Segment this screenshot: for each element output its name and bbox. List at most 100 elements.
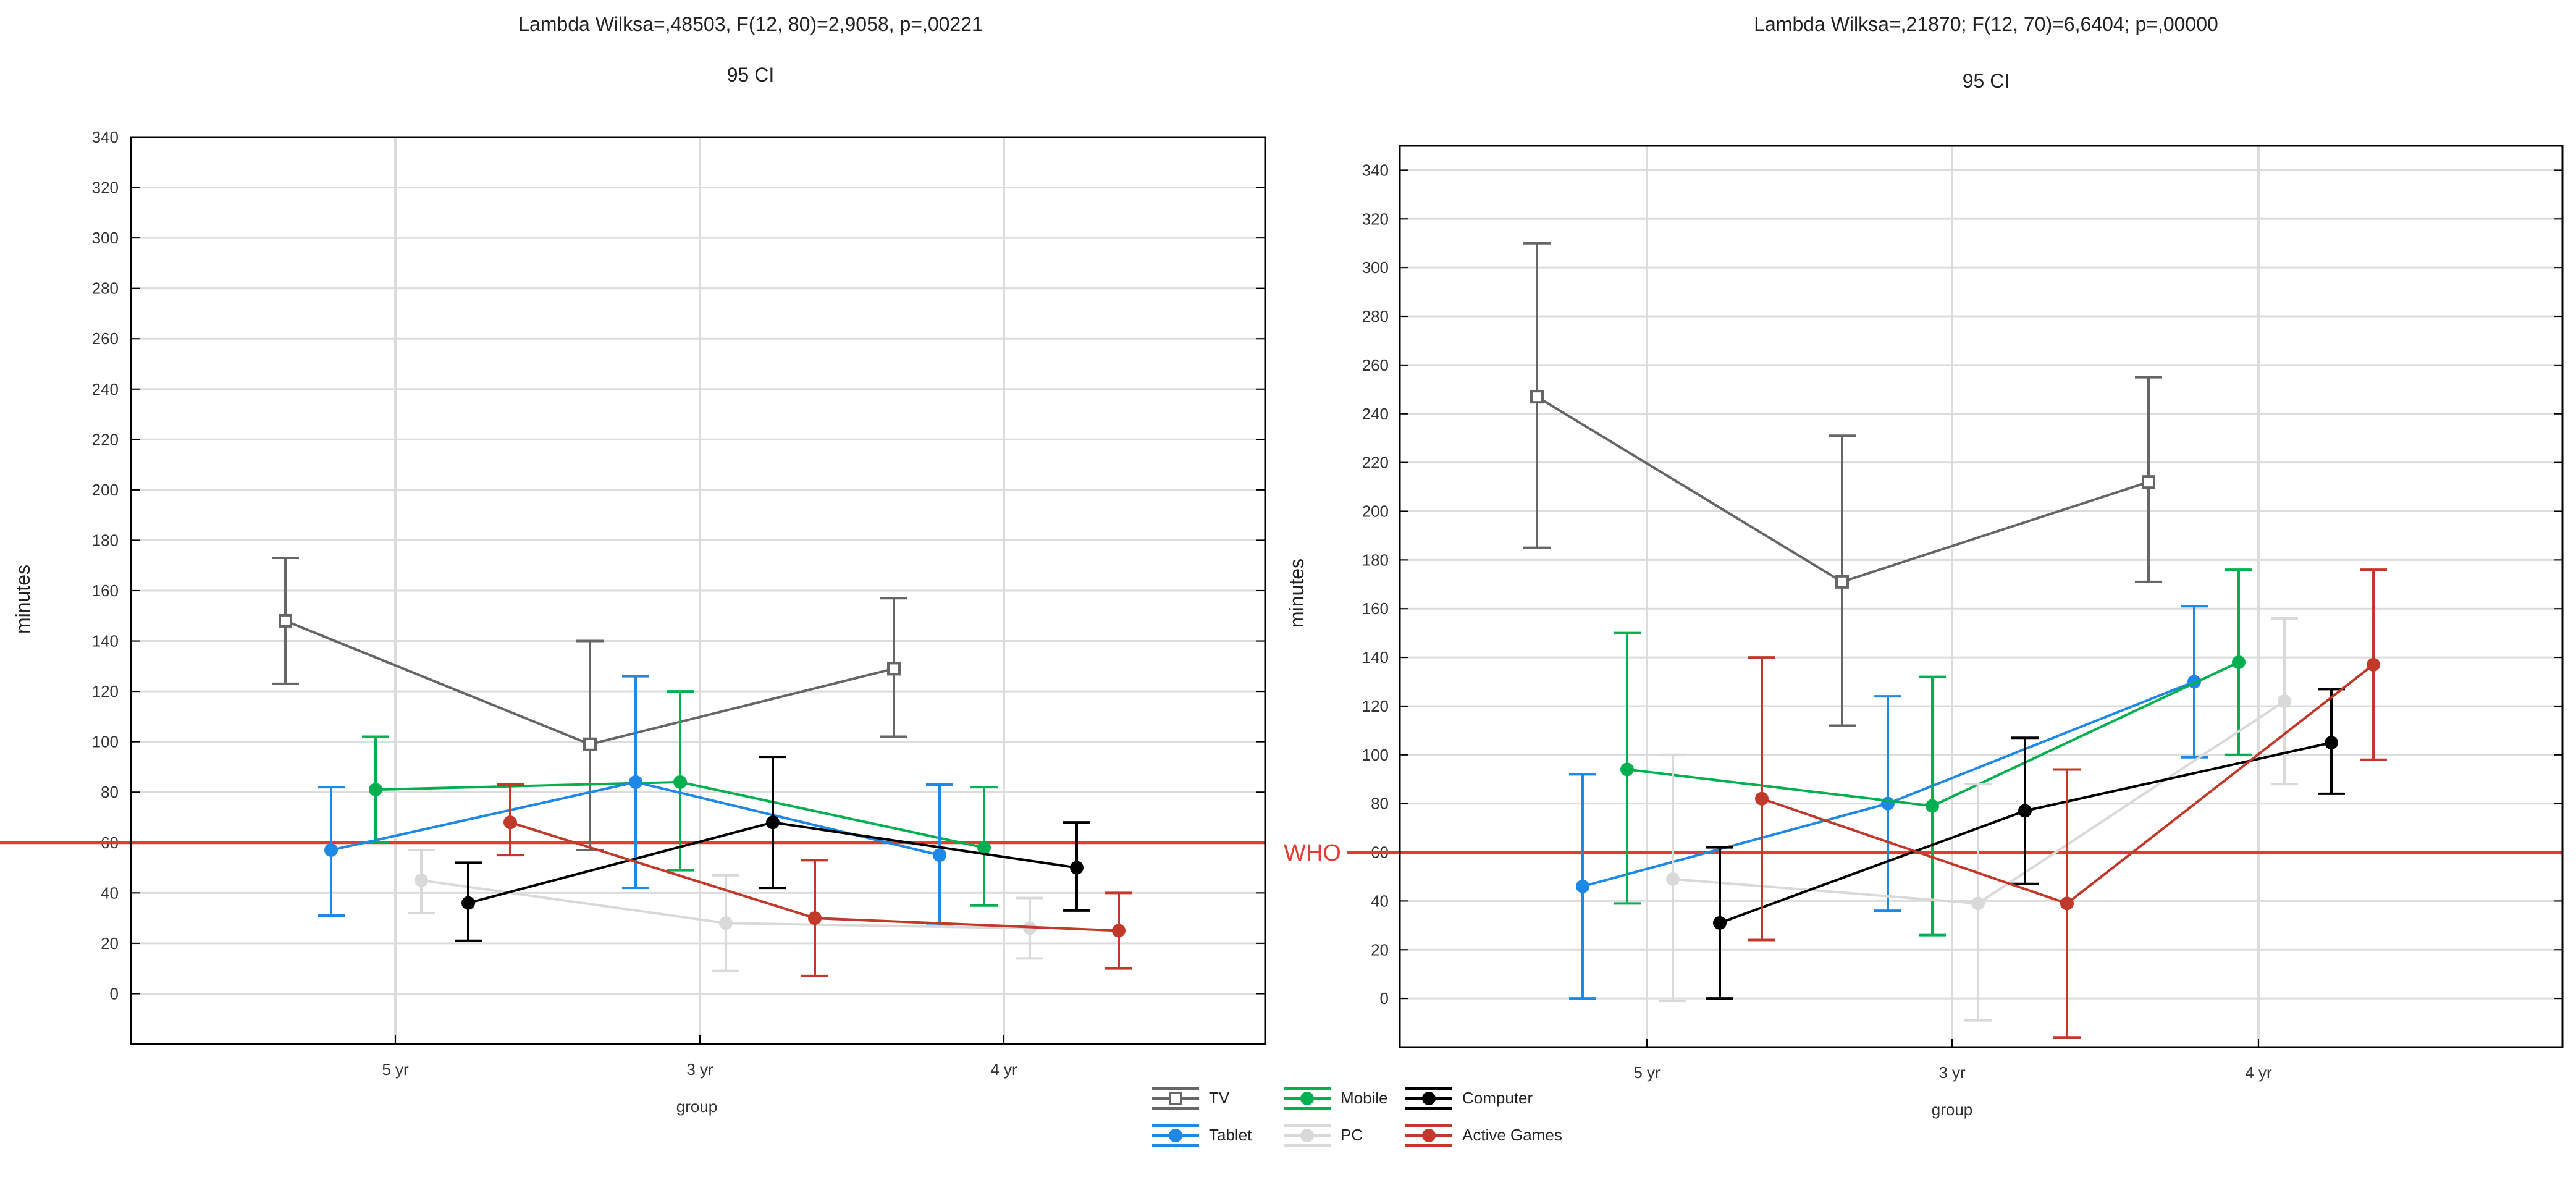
legend-active_games-marker	[1422, 1129, 1436, 1142]
left-chart-y-tick-label: 280	[92, 279, 119, 298]
right-chart-mobile-point	[1620, 762, 1634, 777]
legend-computer-marker	[1422, 1092, 1436, 1105]
right-chart-pc-point	[1971, 896, 1985, 911]
left-chart: Lambda Wilksa=,48503, F(12, 80)=2,9058, …	[0, 13, 1266, 1116]
left-chart-y-tick-label: 0	[110, 984, 119, 1003]
right-chart-y-tick-label: 180	[1362, 550, 1389, 569]
right-chart-y-tick-label: 240	[1362, 405, 1389, 423]
left-chart-computer-point	[1070, 861, 1084, 875]
left-chart-y-tick-label: 320	[92, 179, 119, 197]
who-reference-label: WHO	[1284, 840, 1341, 866]
left-chart-y-tick-label: 20	[101, 934, 119, 953]
right-chart-tv-point	[2142, 475, 2155, 489]
left-chart-y-tick-label: 100	[92, 733, 119, 751]
left-chart-series-active_games	[497, 783, 1132, 977]
right-chart-mobile-point	[2232, 655, 2246, 669]
right-chart-plot-frame	[1399, 145, 2564, 1048]
left-chart-tablet-point	[933, 848, 946, 862]
legend-item-computer: Computer	[1405, 1087, 1533, 1110]
left-chart-series-tablet	[318, 675, 953, 927]
legend-pc-label: PC	[1341, 1126, 1363, 1144]
left-chart-y-tick-label: 120	[92, 682, 119, 701]
right-chart-computer-point	[1713, 916, 1727, 930]
left-chart-mobile-point	[977, 840, 991, 854]
legend-mobile-label: Mobile	[1341, 1089, 1388, 1107]
left-chart-y-tick-label: 180	[92, 531, 119, 549]
left-chart-computer-point	[766, 815, 780, 830]
left-chart-computer-point	[461, 896, 475, 910]
right-chart-pc-point	[2278, 694, 2291, 709]
legend-mobile-marker	[1300, 1092, 1314, 1105]
left-chart-y-tick-label: 340	[92, 128, 119, 146]
left-chart-y-tick-label: 40	[101, 883, 119, 902]
right-chart-y-tick-label: 220	[1362, 453, 1389, 472]
left-chart-title: Lambda Wilksa=,48503, F(12, 80)=2,9058, …	[518, 13, 983, 35]
right-chart-computer-point	[2325, 736, 2338, 750]
right-chart-x-tick-label: 3 yr	[1938, 1063, 1966, 1082]
legend-item-active_games: Active Games	[1405, 1124, 1562, 1147]
legend-item-mobile: Mobile	[1284, 1087, 1388, 1110]
left-chart-tv-point	[583, 737, 597, 751]
left-chart-active_games-point	[1112, 924, 1126, 938]
right-chart-x-tick-label: 5 yr	[1633, 1063, 1661, 1082]
legend: TV Tablet Mobile PC Computer Active Games	[1152, 1087, 1562, 1147]
left-chart-series-mobile	[362, 690, 998, 907]
legend-tablet-marker	[1169, 1129, 1182, 1142]
right-chart-series-computer	[1706, 688, 2345, 1000]
right-chart-series-pc	[1659, 617, 2298, 1022]
right-chart-y-tick-label: 340	[1362, 161, 1389, 179]
right-chart-active_games-point	[2367, 657, 2380, 672]
left-chart-y-tick-label: 200	[92, 481, 119, 499]
right-chart-y-tick-label: 100	[1362, 746, 1389, 764]
right-chart-y-tick-label: 120	[1362, 697, 1389, 715]
right-chart-tv-point	[1530, 390, 1544, 404]
legend-tablet-label: Tablet	[1209, 1126, 1252, 1144]
right-chart-y-tick-label: 80	[1371, 794, 1389, 813]
right-chart-subtitle: 95 CI	[1963, 70, 2010, 92]
right-chart-pc-point	[1666, 872, 1680, 886]
left-chart-tablet-point	[324, 843, 338, 858]
left-chart-pc-point	[415, 873, 428, 887]
right-chart-ticks: 0204060801001201401601802002202402602803…	[1362, 161, 2562, 1082]
left-chart-series-tv	[272, 556, 907, 852]
left-chart-tv-point	[887, 662, 901, 676]
right-chart-y-tick-label: 20	[1371, 940, 1389, 959]
right-chart-y-tick-label: 40	[1371, 891, 1389, 910]
left-chart-tablet-point	[629, 775, 642, 789]
right-chart-active_games-point	[2060, 896, 2074, 911]
left-chart-series	[272, 556, 1132, 977]
legend-active_games-label: Active Games	[1462, 1126, 1562, 1144]
left-chart-y-tick-label: 160	[92, 581, 119, 600]
left-chart-ticks: 0204060801001201401601802002202402602803…	[92, 128, 1265, 1079]
left-chart-y-tick-label: 140	[92, 632, 119, 651]
right-chart-y-tick-label: 320	[1362, 209, 1389, 228]
right-chart-tablet-point	[1881, 796, 1895, 811]
right-chart-y-axis-title: minutes	[1286, 558, 1308, 628]
left-chart-active_games-point	[808, 911, 822, 925]
left-chart-plot-frame	[130, 136, 1266, 1045]
legend-tv-label: TV	[1209, 1089, 1230, 1107]
right-chart-tv-point	[1835, 575, 1849, 589]
left-chart-active_games-point	[503, 815, 517, 830]
right-chart-y-tick-label: 280	[1362, 307, 1389, 326]
left-chart-y-tick-label: 80	[101, 783, 119, 801]
left-chart-series-computer	[455, 756, 1090, 942]
right-chart-y-tick-label: 260	[1362, 356, 1389, 374]
right-chart-y-tick-label: 300	[1362, 258, 1389, 277]
right-chart-x-axis-title: group	[1932, 1100, 1973, 1119]
right-chart-y-tick-label: 0	[1380, 989, 1389, 1008]
left-chart-tv-point	[279, 613, 292, 628]
left-chart-y-tick-label: 220	[92, 430, 119, 449]
left-chart-y-tick-label: 260	[92, 329, 119, 348]
left-chart-mobile-point	[673, 775, 687, 789]
left-chart-x-tick-label: 5 yr	[382, 1060, 409, 1079]
left-chart-mobile-point	[369, 783, 382, 797]
right-chart-series-mobile	[1614, 568, 2252, 937]
right-chart-mobile-point	[1926, 799, 1939, 813]
legend-item-tv: TV	[1152, 1087, 1230, 1110]
right-chart: Lambda Wilksa=,21870; F(12, 70)=6,6404; …	[1284, 13, 2564, 1119]
left-chart-x-tick-label: 4 yr	[990, 1060, 1017, 1079]
left-chart-pc-point	[719, 916, 733, 930]
legend-tv-marker	[1169, 1092, 1182, 1105]
